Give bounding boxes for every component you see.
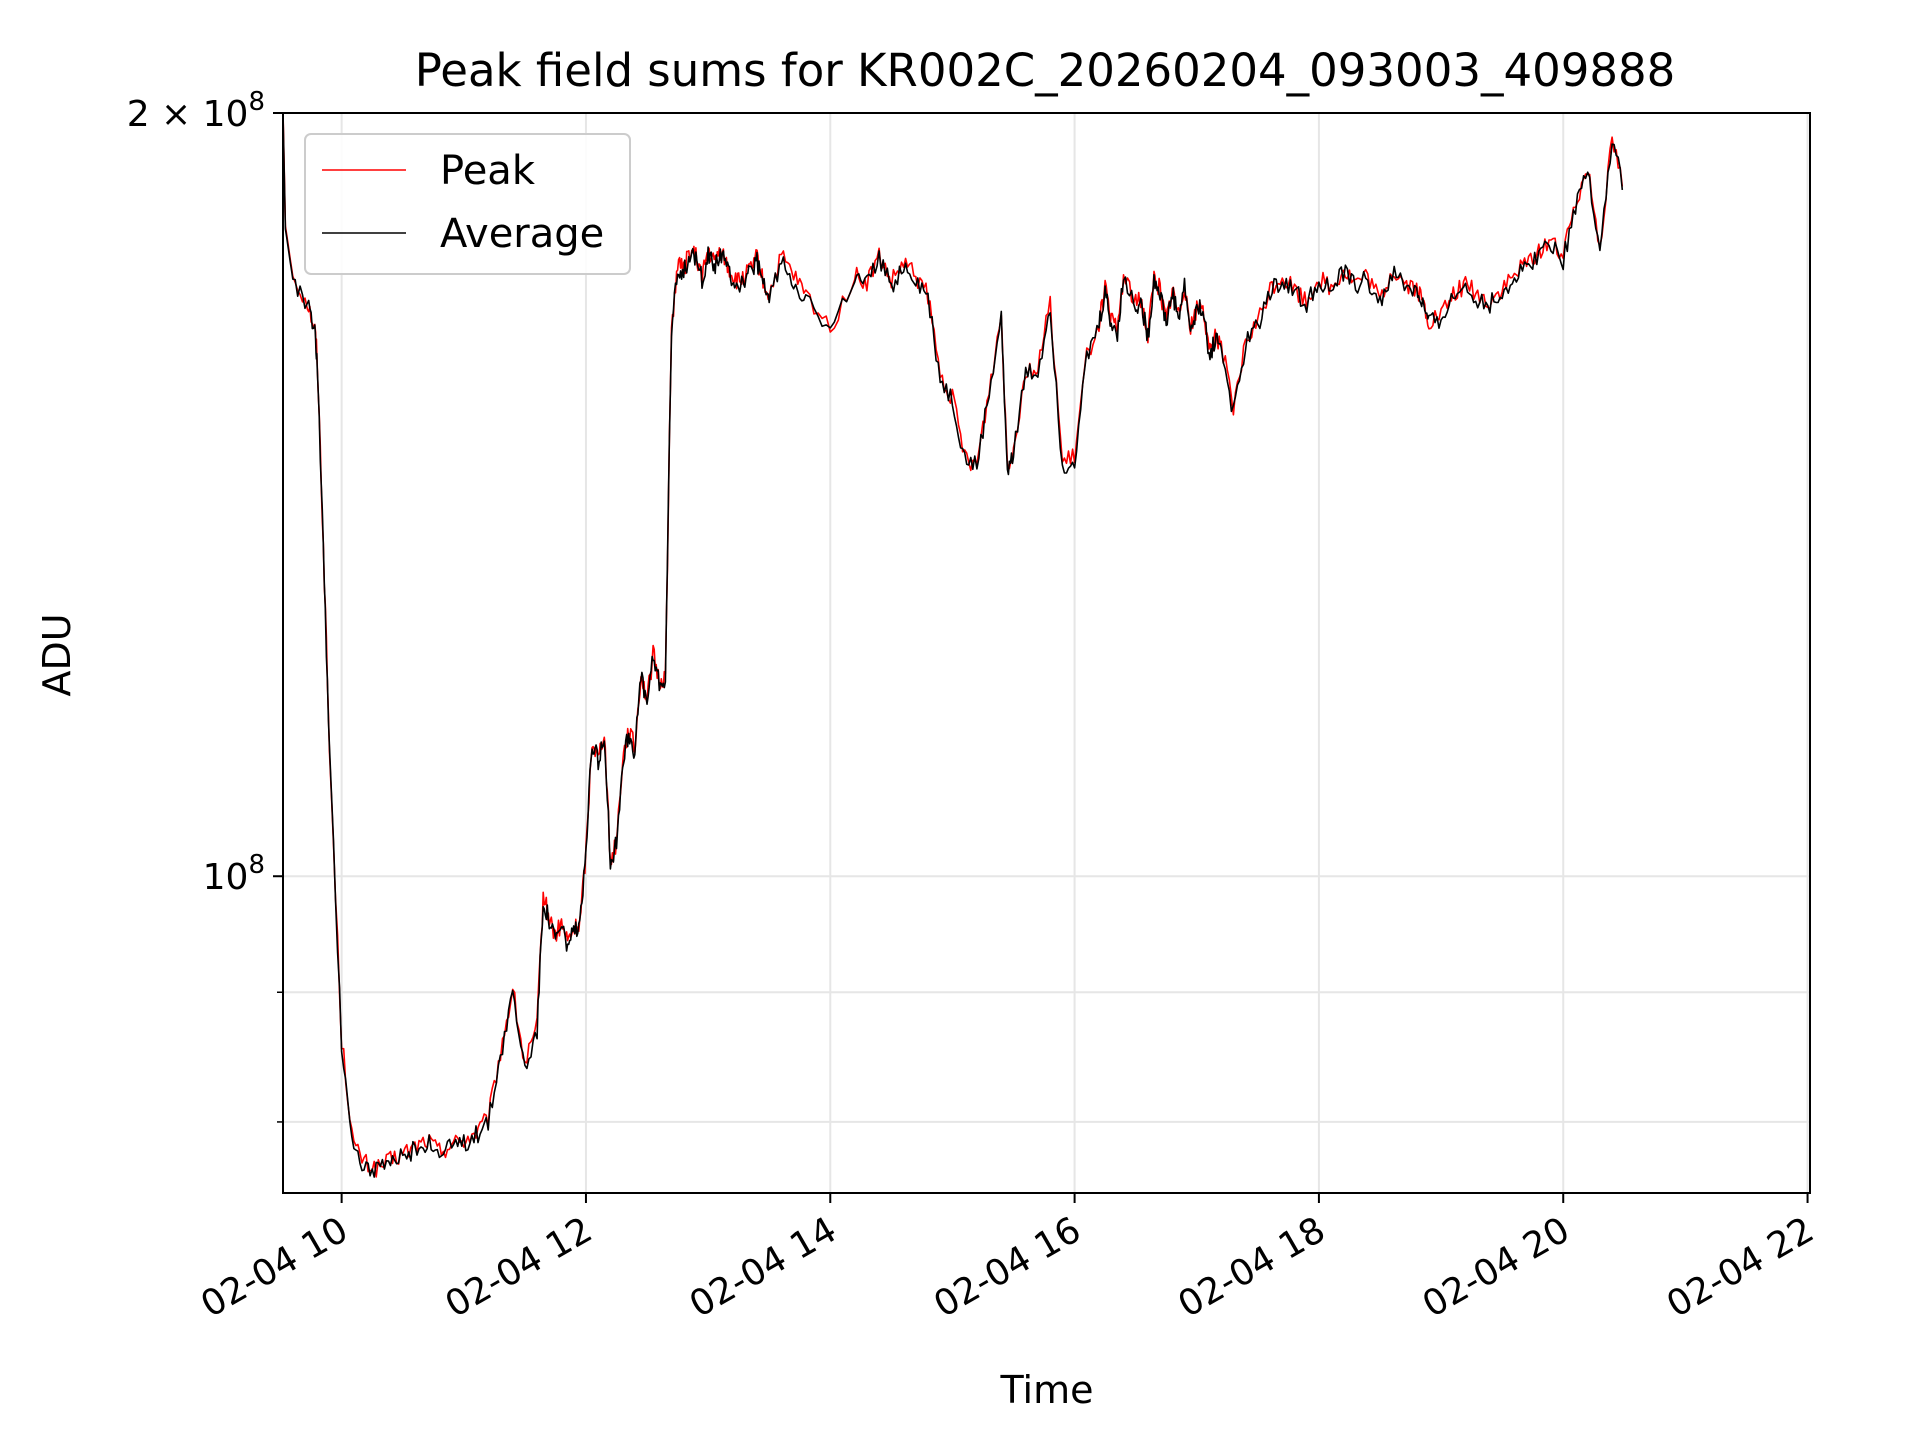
legend-average-label: Average (440, 211, 604, 257)
plot-area (283, 113, 1624, 1178)
legend: Peak Average (304, 133, 631, 275)
series-peak-line (283, 113, 1624, 1178)
legend-peak-label: Peak (440, 148, 536, 194)
y-tick-label: 2 × 108 (127, 87, 265, 135)
plot-frame (282, 112, 1811, 1194)
x-axis-label: Time (1000, 1368, 1094, 1412)
legend-box (304, 133, 631, 275)
y-axis-label: ADU (35, 613, 79, 696)
series-average-line (283, 113, 1624, 1178)
chart-title: Peak field sums for KR002C_20260204_0930… (415, 44, 1675, 97)
